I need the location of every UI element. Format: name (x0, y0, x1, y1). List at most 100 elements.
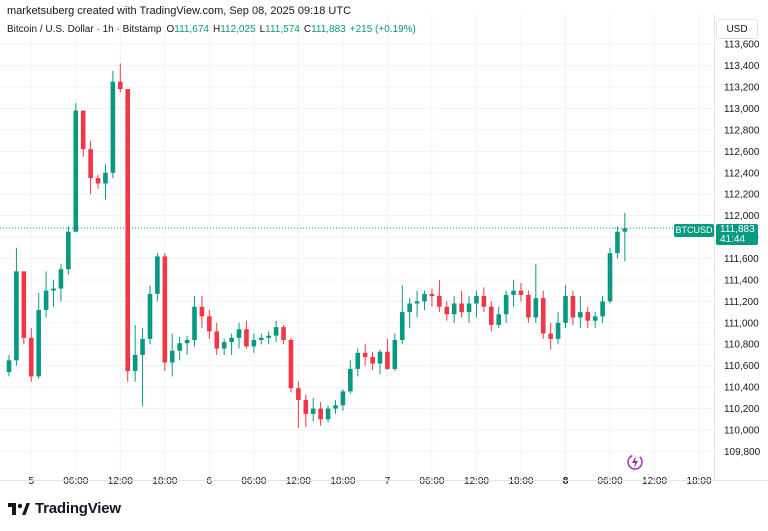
open-label: O (166, 24, 175, 35)
x-tick-label: 18:00 (687, 476, 712, 487)
price-axis-border (714, 14, 715, 481)
candle-body-up (578, 312, 583, 318)
candle-body-down (80, 110, 86, 150)
candle-body-down (437, 296, 442, 307)
candle-body-up (258, 337, 264, 340)
candle-body-down (540, 298, 546, 334)
candle-body-down (95, 178, 101, 184)
candle-body-up (392, 339, 398, 369)
candle-body-up (251, 339, 257, 347)
candle-body-up (73, 110, 79, 232)
candle-body-down (244, 329, 249, 347)
candle-body-up (132, 354, 138, 372)
candle-body-up (184, 339, 190, 344)
candle-body-up (340, 391, 346, 406)
open-value: 111,674 (174, 24, 209, 35)
candle-body-up (103, 172, 108, 184)
candle-body-up (422, 293, 427, 302)
candle-body-up (229, 337, 234, 343)
close-label: C (303, 24, 312, 35)
x-tick-label: 06:00 (63, 476, 88, 487)
lightning-sparkle-icon[interactable] (626, 453, 644, 471)
x-tick-label: 12:00 (286, 476, 311, 487)
x-tick-label: 18:00 (330, 476, 355, 487)
y-tick-label: 112,200 (724, 190, 760, 201)
y-tick-label: 112,800 (724, 125, 760, 136)
candle-body-down (548, 333, 553, 339)
x-tick-label: 06:00 (241, 476, 266, 487)
candle-body-down (199, 306, 205, 317)
candle-body-down (362, 352, 368, 358)
symbol-badge: BTCUSD (674, 224, 714, 237)
ohlc-legend: Bitcoin / U.S. Dollar · 1h · Bitstamp O11… (7, 24, 420, 35)
y-tick-label: 109,800 (724, 447, 761, 458)
candle-body-down (214, 331, 220, 349)
time-axis-border (0, 480, 768, 481)
candle-body-down (429, 293, 435, 297)
candle-body-up (407, 303, 412, 313)
candle-body-up (377, 351, 383, 364)
candle-body-up (333, 405, 338, 409)
candle-body-down (518, 290, 524, 295)
candle-body-up (511, 290, 516, 295)
candle-body-up (177, 343, 182, 351)
currency-selector[interactable]: USD (716, 19, 758, 39)
tradingview-brand[interactable]: TradingView (8, 500, 121, 517)
candle-body-up (451, 303, 457, 315)
candle-body-down (88, 149, 93, 179)
candle-body-down (459, 303, 464, 313)
candle-body-up (622, 228, 628, 232)
candle-body-up (36, 309, 41, 377)
candle-body-up (600, 301, 605, 317)
y-tick-label: 111,200 (724, 297, 759, 308)
y-tick-label: 112,600 (724, 147, 760, 158)
candle-body-up (399, 312, 405, 340)
last-price-badge: BTCUSD 111,883 41:44 (674, 224, 758, 245)
candle-body-down (385, 351, 390, 369)
x-tick-label: 6 (207, 476, 213, 487)
candle-body-up (555, 322, 561, 339)
x-tick-label: 5 (28, 476, 34, 487)
y-tick-label: 110,200 (724, 404, 760, 415)
candle-body-down (162, 256, 168, 363)
created-by-text: marketsuberg created with TradingView.co… (7, 5, 352, 17)
x-tick-label: 06:00 (419, 476, 444, 487)
candle-body-down (489, 306, 494, 325)
candle-body-up (466, 303, 472, 313)
x-tick-label: 12:00 (108, 476, 133, 487)
y-tick-label: 110,800 (724, 340, 760, 351)
change-value: +215 (+0.19%) (349, 24, 416, 35)
candle-body-up (169, 350, 175, 363)
candle-body-up (496, 314, 502, 325)
candle-body-down (318, 408, 323, 420)
candle-body-up (503, 294, 509, 315)
candle-body-down (281, 327, 286, 340)
candle-body-down (28, 337, 34, 377)
candle-body-down (118, 81, 123, 90)
symbol-description[interactable]: Bitcoin / U.S. Dollar · 1h · Bitstamp (7, 24, 162, 35)
y-tick-label: 110,000 (724, 425, 760, 436)
candle-body-up (615, 231, 620, 254)
candle-body-up (43, 290, 49, 310)
x-tick-label: 18:00 (152, 476, 177, 487)
y-tick-label: 110,400 (724, 383, 760, 394)
tradingview-logo-icon (8, 502, 30, 515)
candle-body-down (570, 296, 576, 318)
candle-body-up (221, 342, 227, 349)
y-tick-label: 113,600 (724, 40, 760, 51)
candle-body-up (414, 301, 420, 304)
y-tick-label: 111,600 (724, 254, 759, 265)
x-tick-label: 7 (385, 476, 391, 487)
candle-body-up (51, 288, 56, 291)
close-value: 111,883 (311, 24, 346, 35)
candle-body-up (6, 360, 12, 373)
candle-body-up (273, 327, 279, 336)
candle-body-down (526, 294, 531, 318)
candle-body-down (288, 339, 294, 389)
x-tick-label: 18:00 (508, 476, 533, 487)
candle-body-down (370, 357, 375, 364)
candle-body-down (481, 296, 487, 307)
y-tick-label: 113,000 (724, 104, 760, 115)
